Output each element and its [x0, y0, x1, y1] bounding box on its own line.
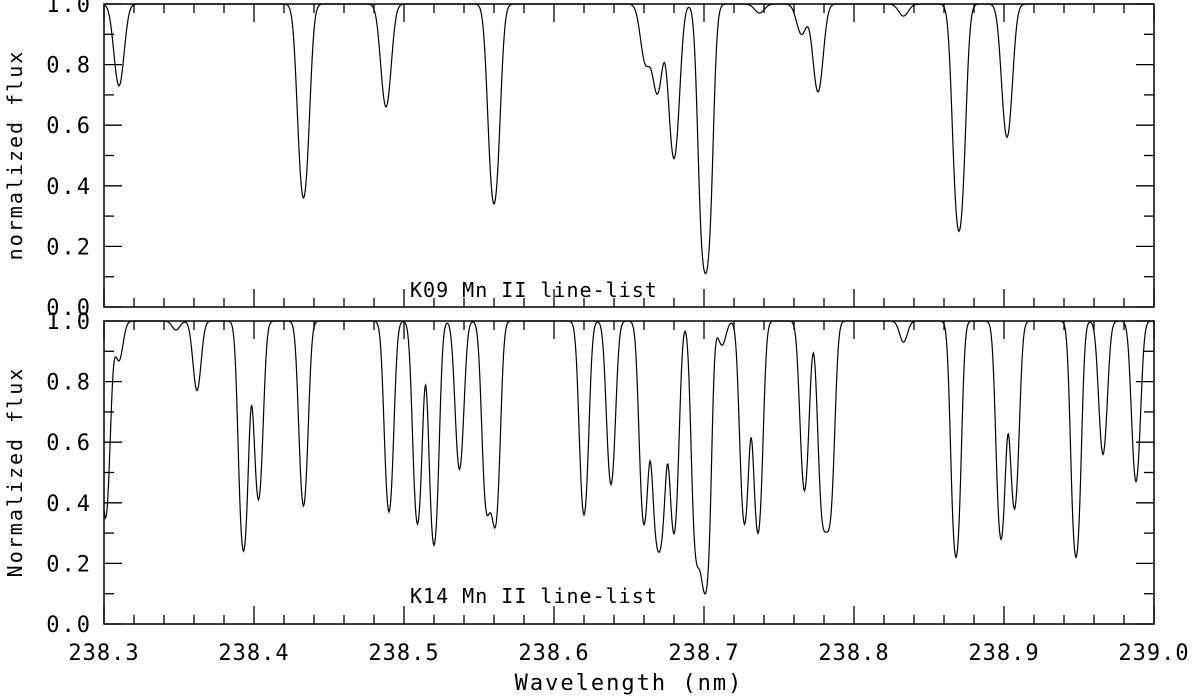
- xtick-label: 238.3: [68, 641, 139, 666]
- top-ylabel: normalized flux: [3, 50, 27, 261]
- top-ytick-label: 0.6: [46, 114, 92, 139]
- xtick-label: 238.4: [218, 641, 289, 666]
- bottom-ylabel: Normalized flux: [3, 367, 27, 578]
- xtick-label: 238.6: [518, 641, 589, 666]
- bottom-ytick-label: 0.2: [46, 552, 92, 577]
- bottom-ytick-label: 0.4: [46, 492, 92, 517]
- bottom-axes: 0.0 0.2 0.4 0.6 0.8 1.0 238.3 238.4 238.5 238.6 23…: [46, 310, 1189, 666]
- top-ytick-label: 0.0: [46, 296, 92, 321]
- x-axis-label: Wavelength (nm): [515, 671, 744, 696]
- bottom-line-minimum: [829, 508, 830, 509]
- xtick-label: 239.0: [1118, 641, 1189, 666]
- top-flux-line: [103, 3, 1154, 275]
- bottom-line-minimum: [655, 511, 656, 512]
- xtick-label: 238.9: [968, 641, 1039, 666]
- bottom-line-minimum: [696, 554, 697, 555]
- top-panel-annotation: K09 Mn II line-list: [410, 278, 658, 302]
- top-panel: 0.0 0.2 0.4 0.6 0.8 1.0 K09 Mn II line-list n…: [3, 0, 1155, 321]
- top-ytick-label: 0.8: [46, 54, 92, 79]
- bottom-line-minimum: [661, 508, 662, 509]
- top-plot-frame: [103, 3, 1155, 308]
- top-axes: 0.0 0.2 0.4 0.6 0.8 1.0: [46, 0, 1155, 321]
- bottom-panel-annotation: K14 Mn II line-list: [410, 584, 658, 608]
- top-spectrum-trace: [103, 3, 1154, 275]
- bottom-flux-line: [103, 320, 1155, 595]
- top-line-minimum: [645, 61, 646, 62]
- bottom-ytick-label: 0.6: [46, 431, 92, 456]
- bottom-ytick-label: 0.0: [46, 613, 92, 638]
- top-ytick-label: 1.0: [46, 0, 92, 18]
- bottom-line-minimum: [822, 508, 823, 509]
- xtick-label: 238.7: [668, 641, 739, 666]
- xtick-label: 238.8: [818, 641, 889, 666]
- top-ytick-label: 0.4: [46, 175, 92, 200]
- bottom-ytick-label: 1.0: [46, 310, 92, 335]
- top-ytick-label: 0.2: [46, 235, 92, 260]
- xtick-label: 238.5: [368, 641, 439, 666]
- bottom-panel: 0.0 0.2 0.4 0.6 0.8 1.0 238.3 238.4 238.5 238.6 23…: [3, 310, 1189, 696]
- bottom-spectrum-trace: [103, 320, 1155, 595]
- bottom-ytick-label: 0.8: [46, 371, 92, 396]
